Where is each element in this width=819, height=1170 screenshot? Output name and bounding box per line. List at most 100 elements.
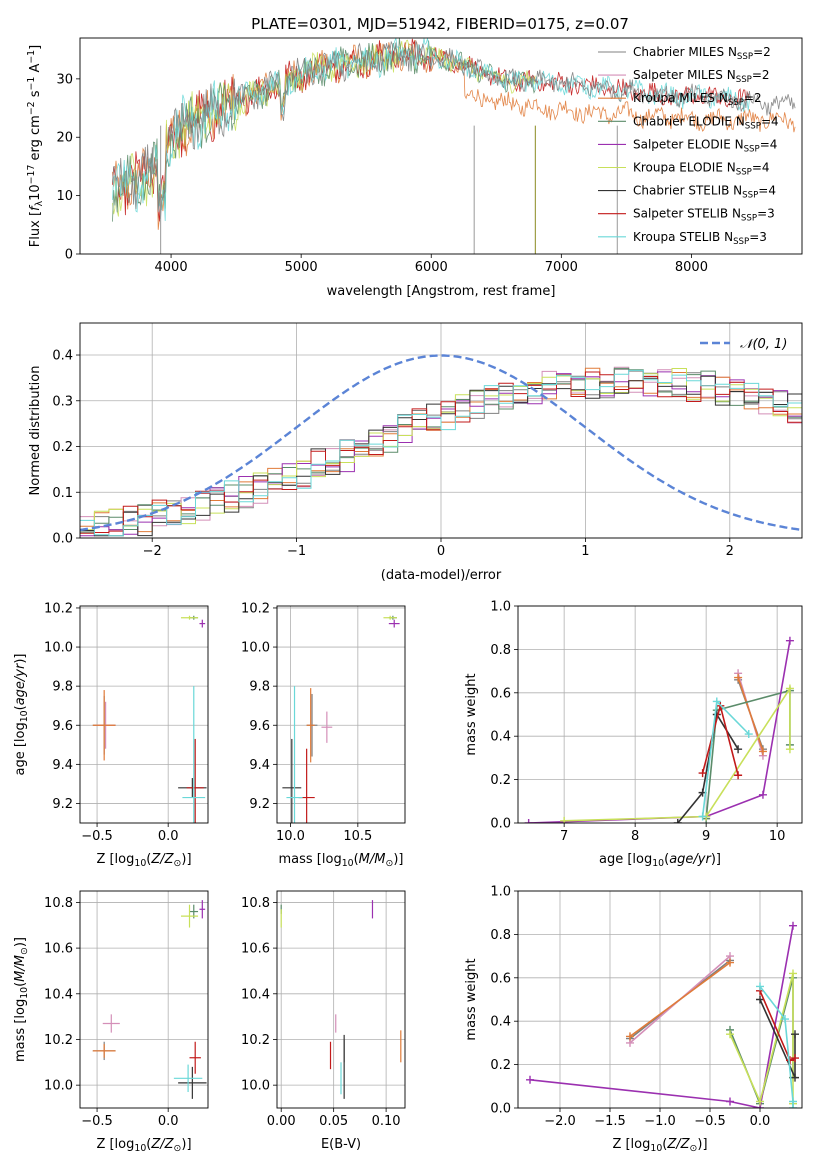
x-tick-label: −1.5 (594, 1114, 626, 1129)
weight-series-kroupa-elodie (564, 685, 791, 822)
residuals-xlabel: (data-model)/error (381, 568, 502, 583)
errorbar-point (199, 900, 206, 919)
y-tick-label: 10.6 (44, 942, 73, 957)
axes-frame (517, 605, 803, 824)
errorbar-point (286, 686, 303, 823)
mass-vs-EBV-xlabel: E(B-V) (321, 1137, 361, 1152)
x-tick-label: 0.10 (372, 1114, 401, 1129)
weight-series-chabrier-elodie (729, 977, 794, 1107)
weight-marker (698, 769, 707, 778)
y-tick-label: 10.0 (241, 641, 270, 656)
legend-label: Chabrier MILES NSSP=2 (633, 45, 771, 62)
errorbar-point (186, 738, 204, 823)
errorbar-point (180, 904, 199, 928)
plot-area-weight-vs-age (524, 636, 794, 823)
legend-label: Kroupa ELODIE NSSP=4 (633, 161, 770, 178)
y-tick-label: 0.1 (52, 486, 73, 501)
weight-marker (698, 812, 707, 821)
weight-series-salpeter-stelib (759, 990, 796, 1062)
errorbar-point (199, 619, 206, 628)
weight-marker (791, 1073, 799, 1082)
weight-vs-Z-xlabel: Z [log10(Z/Z⊙)] (612, 1137, 707, 1154)
y-tick-label: 9.4 (249, 758, 270, 773)
x-tick-label: 1 (581, 544, 589, 559)
y-tick-label: 0 (65, 248, 73, 263)
weight-marker (789, 1104, 797, 1108)
x-tick-label: 10.5 (343, 829, 372, 844)
y-tick-label: 20 (56, 131, 73, 146)
y-tick-label: 0.0 (490, 817, 511, 832)
x-tick-label: 0.0 (750, 1114, 771, 1129)
gaussian-curve (80, 354, 802, 532)
hist-kroupa-elodie (80, 368, 802, 531)
x-tick-label: 0 (437, 544, 445, 559)
y-tick-label: 0.0 (490, 1102, 511, 1117)
x-tick-label: 4000 (155, 260, 188, 275)
errorbar-point (306, 688, 315, 763)
weight-marker (726, 1097, 734, 1106)
errorbar-point (182, 686, 206, 823)
legend-label: Chabrier STELIB NSSP=4 (633, 184, 776, 201)
weight-marker (734, 771, 743, 780)
x-tick-label: 0.0 (158, 1114, 179, 1129)
errorbar-point (388, 619, 400, 628)
x-tick-label: 10 (769, 829, 786, 844)
y-tick-label: 10.0 (241, 1079, 270, 1094)
plot-area-mass-vs-EBV (280, 900, 402, 1099)
y-tick-label: 10.4 (241, 987, 270, 1002)
panel-residuals: −2 −1 0 1 2 0.0 0.1 0.2 0.3 0.4 𝒩(0, 1) (data-model… (28, 322, 803, 583)
y-tick-label: 0.8 (490, 928, 511, 943)
y-tick-label: 0.2 (490, 1058, 511, 1073)
age-vs-Z-ylabel: age [log10(age/yr)] (13, 653, 30, 775)
x-tick-label: 8000 (675, 260, 708, 275)
x-tick-label: −0.5 (81, 829, 113, 844)
errorbar-point (173, 1064, 203, 1093)
residuals-ylabel: Normed distribution (28, 366, 43, 496)
age-vs-Z-xlabel: Z [log10(Z/Z⊙)] (96, 852, 191, 869)
weight-marker (789, 969, 797, 978)
y-tick-label: 10 (56, 189, 73, 204)
y-tick-label: 10.2 (241, 1033, 270, 1048)
weight-marker (560, 816, 569, 823)
y-tick-label: 9.8 (249, 680, 270, 695)
y-tick-label: 0.2 (490, 773, 511, 788)
panel-age-vs-mass: 10.0 10.5 9.2 9.4 9.6 9.8 10.0 10.2 mass [log10(… (241, 601, 406, 869)
errorbar-point (180, 615, 199, 620)
weight-marker (712, 697, 721, 706)
y-tick-label: 1.0 (490, 885, 511, 900)
x-tick-label: −0.5 (81, 1114, 113, 1129)
weight-marker (756, 1097, 764, 1106)
y-tick-label: 10.2 (44, 601, 73, 616)
errorbar-point (92, 1044, 116, 1058)
weight-series-kroupa-miles (737, 677, 764, 752)
y-tick-label: 10.8 (44, 896, 73, 911)
weight-marker (726, 958, 734, 967)
legend-label: Salpeter ELODIE NSSP=4 (633, 137, 777, 154)
weight-vs-age-xlabel: age [log10(age/yr)] (599, 852, 721, 869)
errorbar-point (189, 1041, 201, 1074)
y-tick-label: 10.6 (241, 942, 270, 957)
panel-mass-vs-Z: −0.5 0.0 10.0 10.2 10.4 10.6 10.8 Z [log10(Z/Z⊙… (13, 890, 209, 1154)
weight-marker (756, 995, 764, 1004)
weight-marker (526, 1075, 534, 1084)
x-tick-label: 2 (726, 544, 734, 559)
y-tick-label: 10.2 (44, 1033, 73, 1048)
errorbar-point (383, 615, 397, 620)
age-vs-mass-xlabel: mass [log10(M/M⊙)] (279, 852, 404, 869)
axes-frame (276, 890, 406, 1109)
x-tick-label: 9 (702, 829, 710, 844)
spectrum-line-chabrier-miles (112, 40, 796, 219)
weight-marker (785, 745, 794, 754)
weight-series-kroupa-miles (629, 961, 731, 1038)
weight-series-salpeter-elodie (528, 640, 791, 823)
y-tick-label: 0.4 (52, 349, 73, 364)
hist-salpeter-stelib (80, 371, 802, 534)
y-tick-label: 0.6 (490, 686, 511, 701)
y-tick-label: 1.0 (490, 600, 511, 615)
weight-marker (785, 636, 794, 645)
plot-area-mass-vs-Z (92, 900, 207, 1099)
mass-vs-Z-ylabel: mass [log10(M/M⊙)] (13, 937, 30, 1062)
y-tick-label: 30 (56, 72, 73, 87)
x-tick-label: 0.00 (267, 1114, 296, 1129)
y-tick-label: 0.6 (490, 971, 511, 986)
